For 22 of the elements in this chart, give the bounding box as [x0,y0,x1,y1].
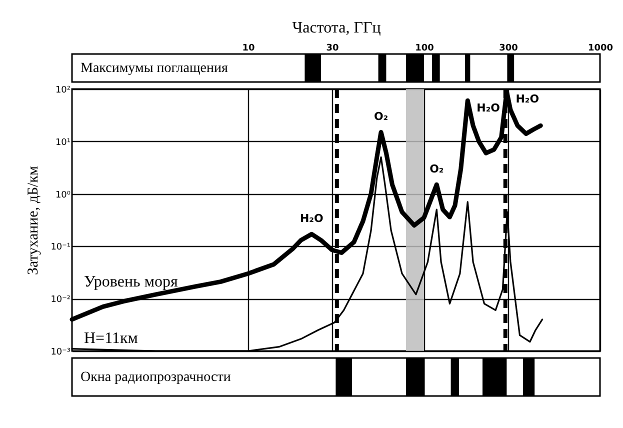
y-tick-label: 10⁻¹ [50,242,71,253]
y-tick-label: 10⁰ [55,190,71,200]
y-tick-label: Максимумы поглащения [80,61,228,76]
annotation: H₂O [516,92,540,106]
x-axis-title: Частота, ГГц [292,20,382,36]
annotation: H₂O [476,102,500,115]
y-tick-label: Окна радиопрозрачности [80,370,232,385]
x-tick-label: 1000 [588,44,614,54]
x-tick-label: 300 [499,44,518,54]
annotation: O₂ [430,162,444,176]
y-tick-label: 10⁻² [50,295,71,306]
x-tick-label: 10 [242,44,255,54]
y-tick-label: 10¹ [55,138,71,148]
y-tick-label: 10² [55,86,71,96]
annotation: H₂O [300,212,324,226]
series-label: H=11км [84,330,138,347]
series-label: Уровень моря [84,273,178,290]
x-tick-label: 100 [415,44,434,54]
x-tick-label: 30 [326,44,339,54]
annotation: O₂ [374,110,388,124]
y-axis-title: Затухание, дБ/км [26,165,42,276]
y-tick-label: 10⁻³ [50,348,71,358]
